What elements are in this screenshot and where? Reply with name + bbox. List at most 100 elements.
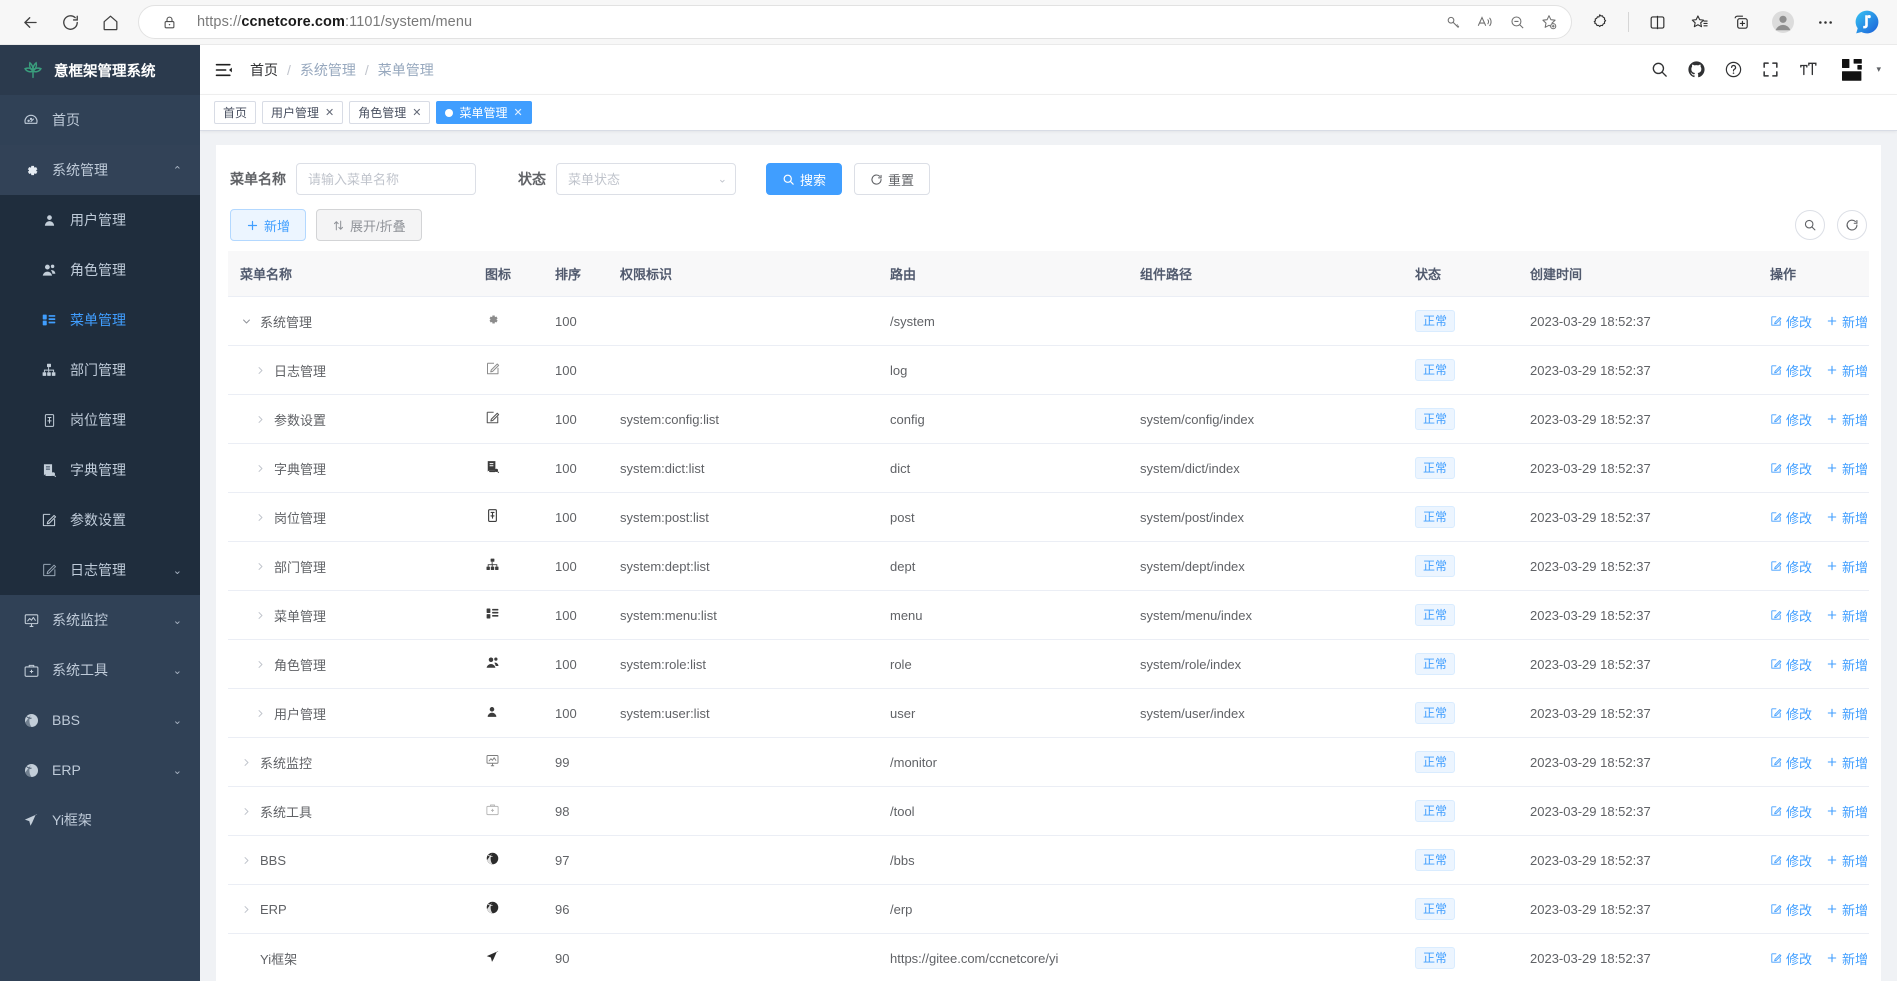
- chevron-right-icon[interactable]: [254, 659, 266, 670]
- chevron-right-icon[interactable]: [240, 806, 252, 817]
- op-edit-button[interactable]: 修改: [1770, 508, 1812, 527]
- op-edit-button[interactable]: 修改: [1770, 606, 1812, 625]
- sidebar-item-config-settings[interactable]: 参数设置: [0, 495, 200, 545]
- op-plus-button[interactable]: 新增: [1826, 851, 1868, 870]
- zoom-out-icon[interactable]: [1501, 7, 1533, 37]
- sidebar-item-log-management[interactable]: 日志管理 ⌄: [0, 545, 200, 595]
- chevron-right-icon[interactable]: [240, 757, 252, 768]
- op-plus-button[interactable]: 新增: [1826, 655, 1868, 674]
- op-plus-button[interactable]: 新增: [1826, 361, 1868, 380]
- home-button[interactable]: [90, 5, 130, 39]
- close-icon[interactable]: ✕: [325, 107, 335, 119]
- sidebar-item-menu-management[interactable]: 菜单管理: [0, 295, 200, 345]
- sidebar-logo[interactable]: 意框架管理系统: [0, 45, 200, 95]
- help-icon[interactable]: [1724, 60, 1743, 79]
- chevron-right-icon[interactable]: [254, 463, 266, 474]
- status-select-input[interactable]: [556, 163, 736, 195]
- close-icon[interactable]: ✕: [513, 107, 523, 119]
- op-plus-button[interactable]: 新增: [1826, 704, 1868, 723]
- table-row[interactable]: 岗位管理 100 system:post:list post system/post/i…: [228, 492, 1869, 542]
- op-edit-button[interactable]: 修改: [1770, 655, 1812, 674]
- favorites-button[interactable]: [1679, 5, 1719, 39]
- op-edit-button[interactable]: 修改: [1770, 704, 1812, 723]
- table-row[interactable]: 部门管理 100 system:dept:list dept system/dept/i…: [228, 541, 1869, 591]
- op-plus-button[interactable]: 新增: [1826, 557, 1868, 576]
- sidebar-item-system-monitor[interactable]: 系统监控 ⌄: [0, 595, 200, 645]
- key-icon[interactable]: [1437, 7, 1469, 37]
- refresh-icon[interactable]: [1837, 210, 1867, 240]
- sidebar-item-home[interactable]: 首页: [0, 95, 200, 145]
- extensions-button[interactable]: [1580, 5, 1620, 39]
- fullscreen-icon[interactable]: [1761, 60, 1780, 79]
- op-plus-button[interactable]: 新增: [1826, 312, 1868, 331]
- op-plus-button[interactable]: 新增: [1826, 410, 1868, 429]
- tag-home[interactable]: 首页: [214, 101, 257, 124]
- chevron-right-icon[interactable]: [254, 414, 266, 425]
- chevron-right-icon[interactable]: [254, 708, 266, 719]
- table-row[interactable]: 角色管理 100 system:role:list role system/role/i…: [228, 639, 1869, 689]
- address-bar[interactable]: https://ccnetcore.com:1101/system/menu: [138, 5, 1572, 39]
- close-icon[interactable]: ✕: [412, 107, 422, 119]
- op-edit-button[interactable]: 修改: [1770, 459, 1812, 478]
- collapse-sidebar-icon[interactable]: [214, 60, 242, 80]
- reset-button[interactable]: 重置: [854, 163, 931, 195]
- more-options-button[interactable]: [1805, 5, 1845, 39]
- reload-button[interactable]: [50, 5, 90, 39]
- tag-role-management[interactable]: 角色管理 ✕: [349, 101, 431, 124]
- op-plus-button[interactable]: 新增: [1826, 459, 1868, 478]
- op-plus-button[interactable]: 新增: [1826, 606, 1868, 625]
- chevron-right-icon[interactable]: [254, 561, 266, 572]
- add-favorite-icon[interactable]: [1533, 7, 1565, 37]
- user-avatar-menu[interactable]: ▾: [1840, 57, 1881, 83]
- sidebar-item-dept-management[interactable]: 部门管理: [0, 345, 200, 395]
- chevron-right-icon[interactable]: [240, 904, 252, 915]
- profile-button[interactable]: [1763, 5, 1803, 39]
- op-plus-button[interactable]: 新增: [1826, 508, 1868, 527]
- add-button[interactable]: 新增: [230, 209, 307, 241]
- status-select[interactable]: ⌄: [556, 163, 736, 195]
- chevron-right-icon[interactable]: [254, 610, 266, 621]
- sidebar-item-erp[interactable]: ERP ⌄: [0, 745, 200, 795]
- chevron-right-icon[interactable]: [254, 365, 266, 376]
- sidebar-item-bbs[interactable]: BBS ⌄: [0, 695, 200, 745]
- font-size-icon[interactable]: [1798, 60, 1818, 80]
- sidebar-item-user-management[interactable]: 用户管理: [0, 195, 200, 245]
- table-row[interactable]: 字典管理 100 system:dict:list dict system/dict/i…: [228, 443, 1869, 493]
- tag-user-management[interactable]: 用户管理 ✕: [262, 101, 344, 124]
- op-plus-button[interactable]: 新增: [1826, 949, 1868, 968]
- table-row[interactable]: 菜单管理 100 system:menu:list menu system/menu/i…: [228, 590, 1869, 640]
- op-edit-button[interactable]: 修改: [1770, 557, 1812, 576]
- op-edit-button[interactable]: 修改: [1770, 802, 1812, 821]
- sidebar-item-role-management[interactable]: 角色管理: [0, 245, 200, 295]
- github-icon[interactable]: [1687, 60, 1706, 79]
- op-plus-button[interactable]: 新增: [1826, 900, 1868, 919]
- op-edit-button[interactable]: 修改: [1770, 312, 1812, 331]
- copilot-button[interactable]: [1847, 5, 1887, 39]
- sidebar-item-post-management[interactable]: 岗位管理: [0, 395, 200, 445]
- menu-name-input[interactable]: [296, 163, 476, 195]
- chevron-right-icon[interactable]: [240, 855, 252, 866]
- sidebar-item-system[interactable]: 系统管理 ⌃: [0, 145, 200, 195]
- search-icon[interactable]: [1650, 60, 1669, 79]
- table-row[interactable]: 参数设置 100 system:config:list config system/co…: [228, 394, 1869, 444]
- expand-collapse-button[interactable]: 展开/折叠: [316, 209, 422, 241]
- search-button[interactable]: 搜索: [766, 163, 843, 195]
- table-row[interactable]: Yi框架 90 https://gitee.com/ccnetcore/yi 正常 20…: [228, 933, 1869, 981]
- op-edit-button[interactable]: 修改: [1770, 949, 1812, 968]
- op-edit-button[interactable]: 修改: [1770, 410, 1812, 429]
- op-edit-button[interactable]: 修改: [1770, 753, 1812, 772]
- op-edit-button[interactable]: 修改: [1770, 361, 1812, 380]
- collections-button[interactable]: [1721, 5, 1761, 39]
- op-plus-button[interactable]: 新增: [1826, 753, 1868, 772]
- chevron-right-icon[interactable]: [254, 512, 266, 523]
- sidebar-item-dict-management[interactable]: 字典管理: [0, 445, 200, 495]
- read-aloud-icon[interactable]: [1469, 7, 1501, 37]
- search-toggle-icon[interactable]: [1795, 210, 1825, 240]
- split-screen-button[interactable]: [1637, 5, 1677, 39]
